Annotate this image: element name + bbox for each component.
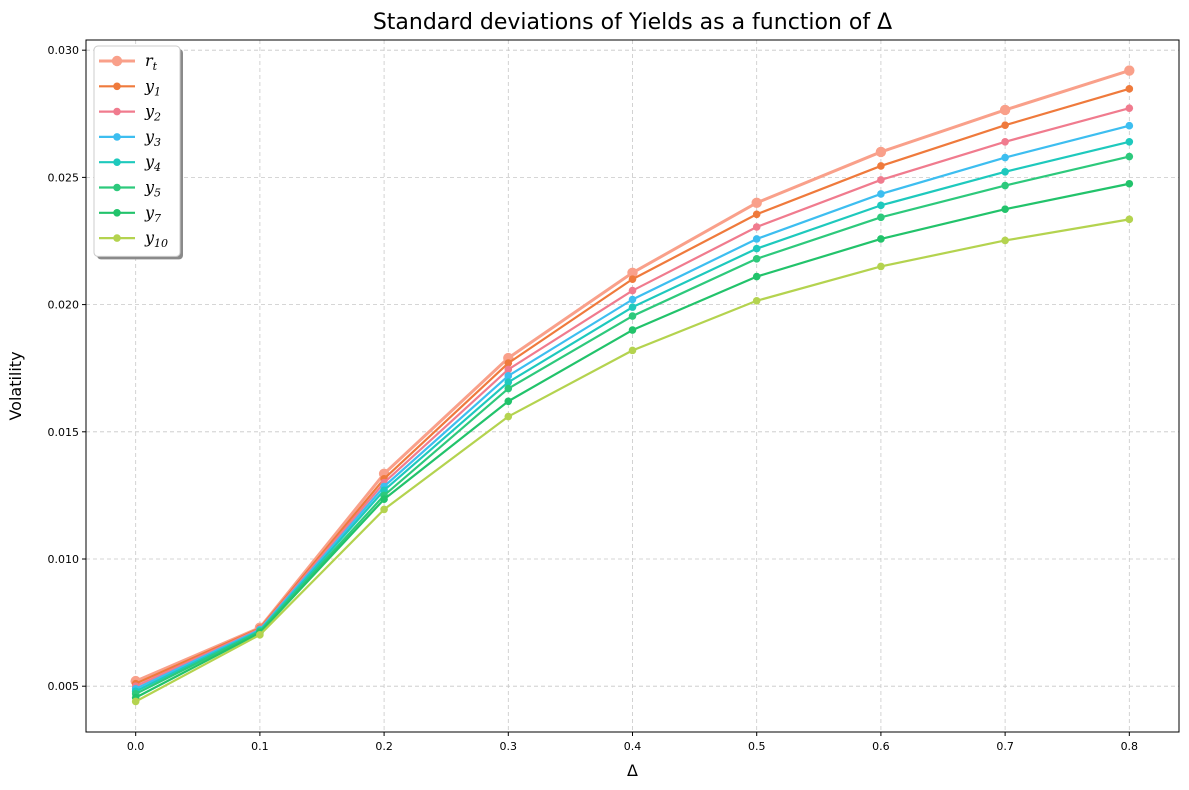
data-point <box>752 254 761 263</box>
data-point <box>752 235 761 243</box>
data-point <box>752 210 761 219</box>
data-point <box>877 201 885 210</box>
legend-marker <box>113 133 121 141</box>
x-tick-label: 0.8 <box>1121 740 1139 753</box>
data-point <box>504 359 513 367</box>
data-point <box>1125 215 1134 224</box>
x-axis: 0.0 0.1 0.2 0.3 0.4 0.5 0.6 0.7 0.8 <box>127 732 1138 753</box>
data-point <box>628 312 637 320</box>
legend-label: y7 <box>144 203 161 225</box>
data-point <box>1001 137 1009 146</box>
data-point <box>504 372 513 380</box>
data-point <box>751 197 762 209</box>
data-point <box>877 162 885 170</box>
data-point <box>1125 121 1134 130</box>
legend-marker <box>113 183 121 192</box>
grid <box>86 40 1179 732</box>
data-point <box>628 326 637 334</box>
y-axis-title: Volatility <box>6 351 25 420</box>
data-point <box>877 176 885 184</box>
legend-label: y1 <box>144 76 161 98</box>
data-point <box>1001 236 1009 245</box>
x-axis-title: Δ <box>627 761 638 780</box>
legend: rt y1 y2 y3 y4 y5 y7 y10 <box>93 45 183 260</box>
data-point <box>1125 179 1134 188</box>
data-point <box>1124 65 1135 76</box>
data-point <box>131 697 140 706</box>
y-axis: 0.005 0.010 0.015 0.020 0.025 0.030 <box>48 44 86 693</box>
data-point <box>877 235 885 243</box>
data-point <box>1125 137 1134 146</box>
series-y4 <box>131 137 1134 696</box>
series-y10 <box>131 215 1134 706</box>
data-point <box>256 631 264 639</box>
legend-label: y10 <box>144 228 168 250</box>
x-tick-label: 0.2 <box>375 740 393 753</box>
data-point <box>999 104 1011 116</box>
data-point <box>752 223 761 231</box>
data-point <box>752 244 761 253</box>
y-tick-label: 0.020 <box>48 299 80 312</box>
data-point <box>628 286 637 295</box>
y-tick-label: 0.015 <box>48 426 80 439</box>
legend-marker <box>113 82 121 91</box>
data-point <box>628 303 637 311</box>
data-point <box>877 262 885 271</box>
data-point <box>1125 104 1134 112</box>
data-point <box>1001 205 1009 213</box>
data-point <box>1001 167 1009 176</box>
legend-marker <box>111 55 123 67</box>
data-point <box>628 295 637 304</box>
data-point <box>877 213 885 222</box>
data-point <box>504 378 513 386</box>
data-point <box>628 346 637 355</box>
y-tick-label: 0.005 <box>48 680 80 693</box>
x-tick-label: 0.0 <box>127 740 145 753</box>
legend-label: y5 <box>144 178 161 200</box>
x-tick-label: 0.1 <box>251 740 269 753</box>
y-tick-label: 0.010 <box>48 553 80 566</box>
legend-label: rt <box>145 51 158 73</box>
x-tick-label: 0.4 <box>624 740 642 753</box>
data-point <box>380 495 388 504</box>
legend-marker <box>113 107 121 116</box>
data-point <box>380 505 388 514</box>
data-point <box>504 384 513 393</box>
data-point <box>877 190 885 198</box>
chart-title: Standard deviations of Yields as a funct… <box>373 10 892 35</box>
legend-marker <box>113 158 121 166</box>
data-point <box>628 275 637 283</box>
legend-marker <box>113 209 121 217</box>
data-point <box>875 146 887 158</box>
data-point <box>504 412 513 421</box>
data-point <box>1125 152 1134 161</box>
legend-label: y4 <box>144 152 161 174</box>
data-point <box>1125 85 1134 93</box>
y-tick-label: 0.030 <box>48 44 80 57</box>
data-point <box>1001 181 1009 190</box>
data-point <box>504 365 513 374</box>
series-group <box>130 65 1135 706</box>
legend-label: y3 <box>144 127 161 149</box>
x-tick-label: 0.6 <box>872 740 890 753</box>
data-point <box>752 296 761 305</box>
x-tick-label: 0.7 <box>996 740 1014 753</box>
x-tick-label: 0.3 <box>500 740 518 753</box>
legend-marker <box>113 234 121 242</box>
data-point <box>627 267 638 278</box>
legend-label: y2 <box>144 102 161 124</box>
legend-box <box>93 45 181 257</box>
x-tick-label: 0.5 <box>748 740 766 753</box>
data-point <box>1001 153 1009 162</box>
data-point <box>1001 121 1009 130</box>
series-y7 <box>131 179 1134 702</box>
data-point <box>752 272 761 281</box>
data-point <box>504 397 513 406</box>
y-tick-label: 0.025 <box>48 171 80 184</box>
